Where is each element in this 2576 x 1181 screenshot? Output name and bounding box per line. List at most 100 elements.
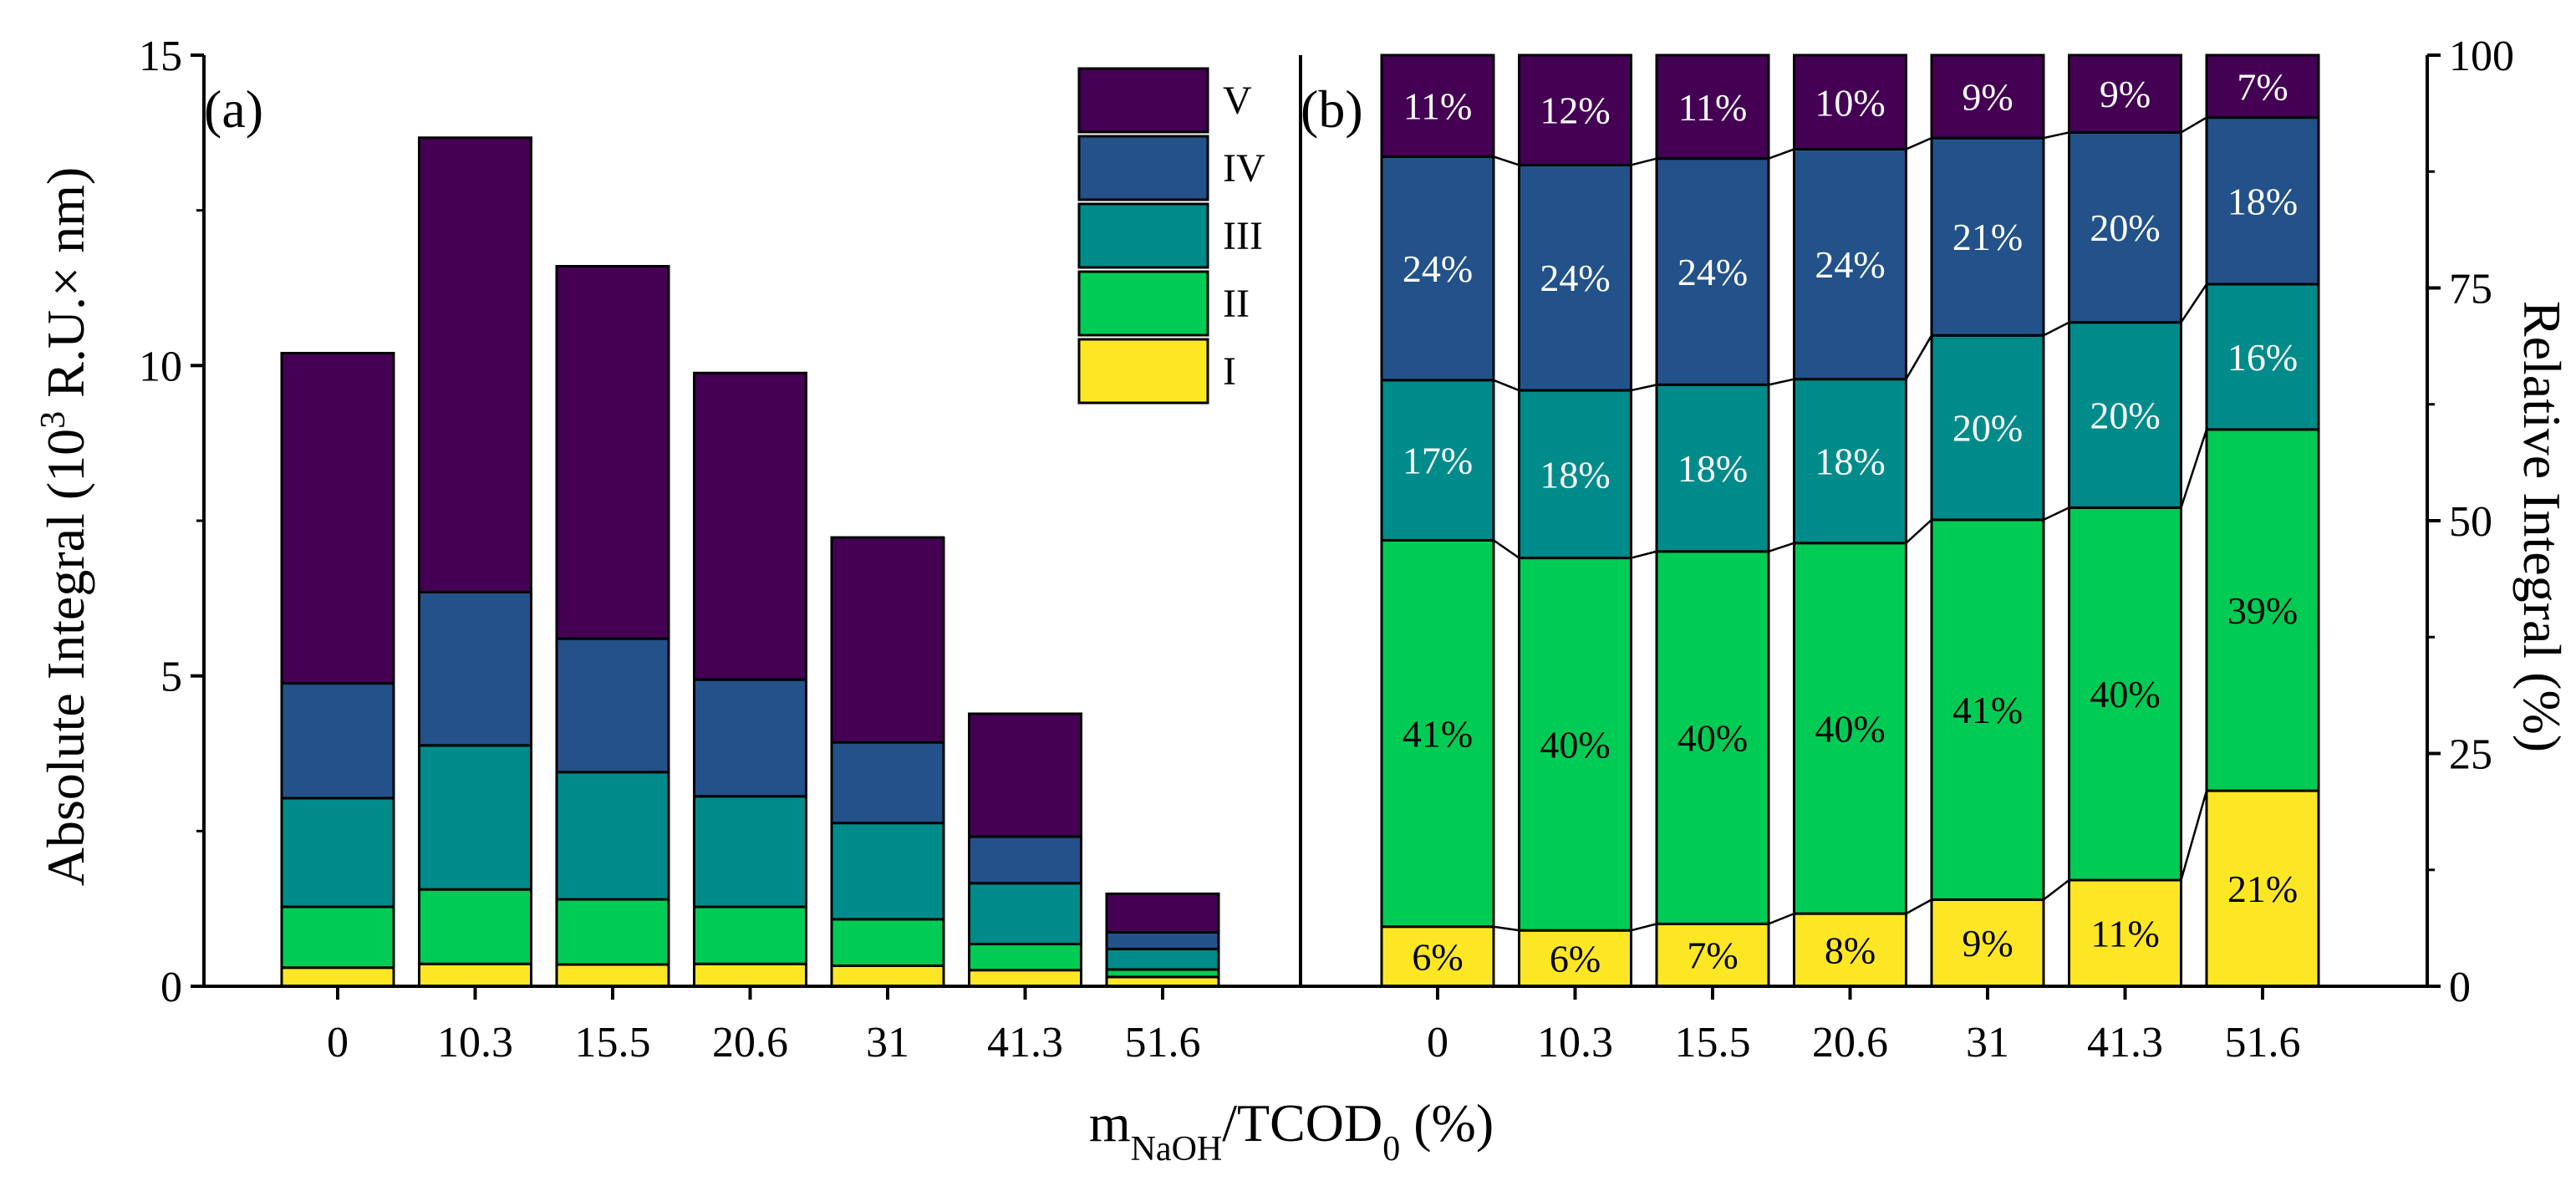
panel-b-data-label-ii-51.6: 39%: [2227, 589, 2298, 632]
legend-swatch-i: [1077, 338, 1209, 405]
panel-b-bar-iii-31: [1930, 333, 2045, 522]
panel-a-x-tick-label-51.6: 51.6: [1125, 1019, 1201, 1066]
panel-a-ylabel-after: R.U.× nm): [36, 167, 95, 411]
panel-a-y-tick-label-10: 10: [139, 343, 182, 390]
panel-a-bar-iv-10.3: [418, 590, 532, 747]
panel-b-connector-line: [1631, 384, 1657, 392]
legend-swatch-iii: [1077, 202, 1209, 269]
panel-b-bar-iv-10.3: [1518, 163, 1632, 392]
panel-a-bar-iii-51.6: [1105, 947, 1220, 971]
panel-b-connector-line: [1768, 148, 1795, 160]
panel-a-bar-iv-0: [280, 682, 395, 800]
panel-b-connector-line: [1631, 550, 1657, 559]
panel-b-data-label-iii-15.5: 18%: [1677, 447, 1748, 490]
panel-b-x-tick-label-51.6: 51.6: [2225, 1019, 2301, 1066]
panel-b-x-tick-label-0: 0: [1427, 1019, 1448, 1066]
panel-a-bar-ii-20.6: [693, 905, 807, 965]
panel-a-bar-ii-10.3: [418, 888, 532, 965]
panel-a-bar-v-31: [830, 536, 945, 744]
panel-a-bar-ii-0: [280, 905, 395, 970]
legend-label-v: V: [1223, 79, 1252, 123]
panel-b-connector-line: [1768, 378, 1795, 386]
panel-b-y-tick-label-0: 0: [2449, 964, 2471, 1011]
panel-b-connector-line: [1493, 925, 1520, 932]
legend-swatch-v: [1077, 67, 1209, 134]
xlabel-end: (%): [1400, 1093, 1494, 1153]
panel-a-ylabel-sup: 3: [34, 411, 73, 429]
panel-b-data-label-i-15.5: 7%: [1687, 934, 1738, 977]
panel-b-data-label-i-31: 9%: [1962, 922, 2013, 965]
panel-b-bar-i-20.6: [1793, 912, 1907, 988]
panel-b-bar-ii-31: [1930, 518, 2045, 901]
panel-b-data-label-v-0: 11%: [1403, 85, 1473, 128]
panel-a-bar-iii-31: [830, 822, 945, 921]
panel-a-y-tick-label-15: 15: [139, 33, 182, 80]
panel-b-label: (b): [1301, 79, 1363, 139]
panel-a-bar-i-31: [830, 964, 945, 988]
panel-b-connector-line: [2180, 283, 2208, 323]
panel-b-data-label-iii-51.6: 16%: [2227, 336, 2298, 379]
panel-a-bar-iv-41.3: [968, 835, 1082, 885]
panel-a-y-tick-label-0: 0: [160, 964, 182, 1011]
panel-b-data-label-i-20.6: 8%: [1825, 929, 1876, 972]
panel-b-bar-iii-51.6: [2205, 283, 2320, 431]
xlabel-sub-zero: 0: [1382, 1130, 1400, 1168]
xlabel-m: m: [1089, 1093, 1131, 1153]
panel-a-bar-i-0: [280, 966, 395, 988]
panel-a-bar-v-51.6: [1105, 892, 1220, 934]
panel-b-bar-iv-0: [1380, 155, 1495, 382]
panel-b-bar-iv-20.6: [1793, 148, 1907, 381]
panel-b-y-tick-label-25: 25: [2449, 731, 2492, 779]
panel-b-bar-v-0: [1380, 53, 1495, 158]
panel-a-bar-v-41.3: [968, 712, 1082, 838]
panel-b-connector-line: [1768, 542, 1795, 552]
panel-a-bar-iii-20.6: [693, 795, 807, 909]
panel-a-bar-i-20.6: [693, 962, 807, 988]
panel-b-data-label-v-51.6: 7%: [2237, 65, 2288, 108]
panel-b-bar-v-31: [1930, 53, 2045, 140]
legend-label-i: I: [1223, 349, 1236, 394]
panel-a-ylabel-before: Absolute Integral (10: [36, 429, 95, 886]
panel-b-connector-line: [2180, 790, 2208, 881]
legend-label-ii: II: [1223, 282, 1250, 326]
panel-b-data-label-v-20.6: 10%: [1815, 81, 1885, 124]
panel-b-x-tick-label-31: 31: [1966, 1019, 2009, 1066]
xlabel-mid: /TCOD: [1222, 1093, 1382, 1153]
panel-b-data-label-ii-10.3: 40%: [1540, 723, 1610, 766]
panel-b-data-label-iv-0: 24%: [1403, 247, 1473, 290]
panel-a-x-tick-label-0: 0: [327, 1019, 349, 1066]
panel-a-bar-ii-15.5: [555, 898, 670, 966]
panel-b-x-tick-label-41.3: 41.3: [2087, 1019, 2163, 1066]
panel-b-data-label-ii-15.5: 40%: [1677, 717, 1748, 760]
panel-b-axes: 0 25 50 75 100 0 10.3 15.5 20.6 31 41.3 51.6: [1299, 33, 2514, 1066]
panel-b-data-label-i-10.3: 6%: [1550, 938, 1601, 980]
panel-b-bar-iii-20.6: [1793, 378, 1907, 545]
panel-a-bar-iv-31: [830, 741, 945, 825]
panel-b-bars: [1380, 53, 2320, 988]
panel-b-bar-v-20.6: [1793, 53, 1907, 151]
panel-b-bar-ii-41.3: [2068, 506, 2182, 882]
panel-a-bar-i-15.5: [555, 963, 670, 988]
panel-a-bars: [280, 136, 1220, 988]
panel-b-connector-line: [1905, 334, 1933, 380]
panel-b-bar-i-41.3: [2068, 878, 2182, 988]
panel-b-connector-line: [2180, 429, 2208, 508]
panel-b-bar-iv-41.3: [2068, 130, 2182, 324]
panel-b-data-label-iv-41.3: 20%: [2090, 206, 2160, 249]
panel-b-data-label-i-0: 6%: [1412, 935, 1463, 978]
panel-a-label: (a): [204, 79, 263, 139]
panel-b-y-tick-label-75: 75: [2449, 266, 2492, 313]
panel-a-x-tick-label-41.3: 41.3: [987, 1019, 1063, 1066]
panel-a-x-tick-label-20.6: 20.6: [712, 1019, 788, 1066]
panel-b-x-tick-label-15.5: 15.5: [1675, 1019, 1751, 1066]
panel-b-data-label-iv-15.5: 24%: [1677, 251, 1748, 293]
panel-b-connector-line: [1631, 923, 1657, 932]
panel-b-data-label-v-41.3: 9%: [2100, 73, 2151, 115]
panel-b-connector-line: [1493, 155, 1520, 166]
panel-a-bar-v-20.6: [693, 371, 807, 681]
panel-b-connector-line: [2043, 879, 2070, 901]
panel-b-data-label-iii-0: 17%: [1403, 440, 1473, 482]
panel-b-data-label-ii-31: 41%: [1952, 689, 2023, 731]
